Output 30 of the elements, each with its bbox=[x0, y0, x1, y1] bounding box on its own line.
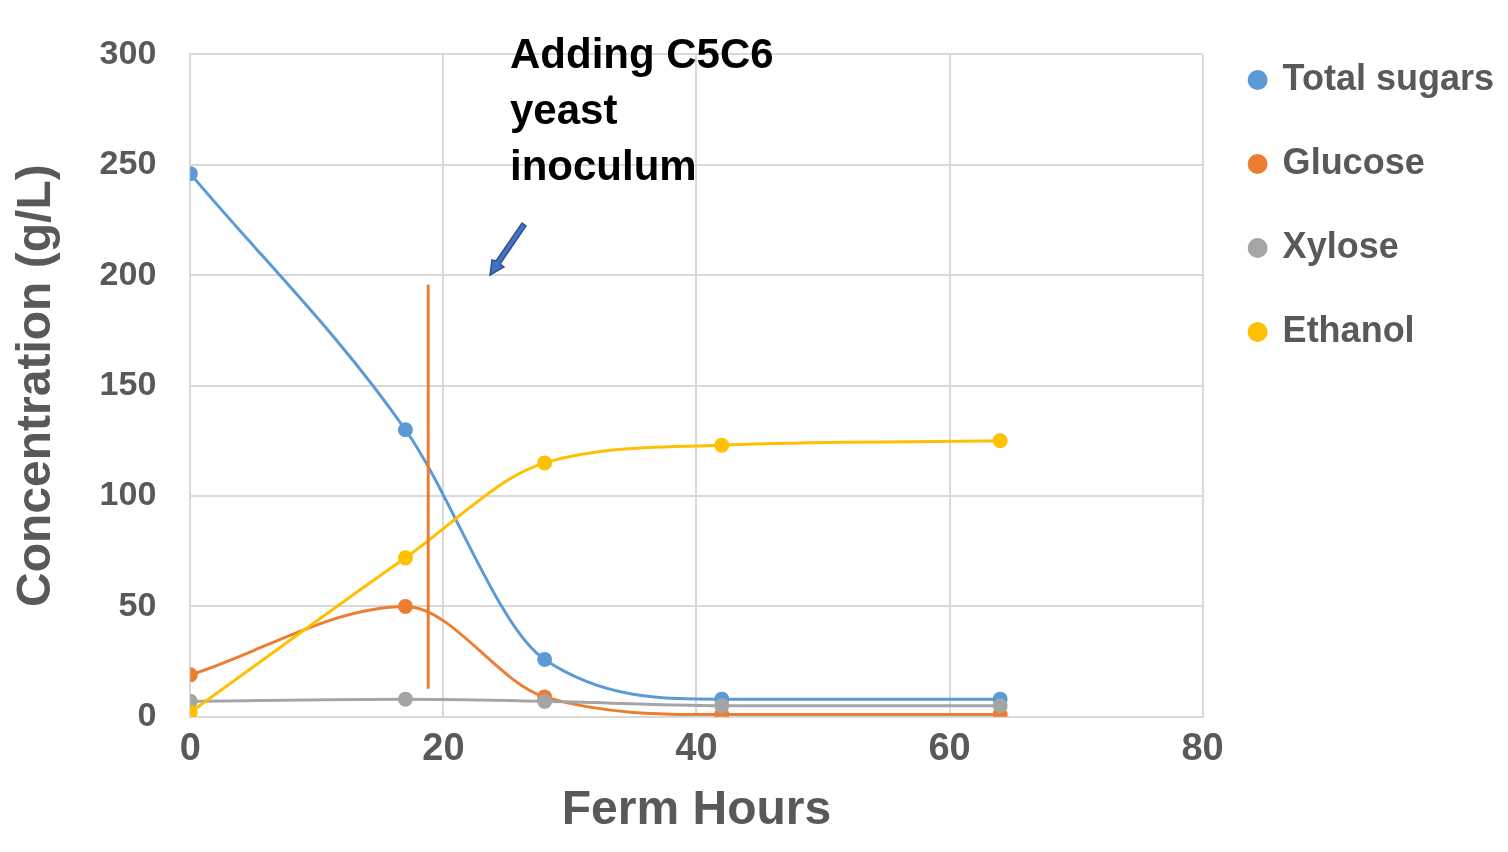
point bbox=[397, 691, 413, 707]
point bbox=[992, 433, 1008, 449]
annotation: Adding C5C6 yeast inoculum bbox=[510, 29, 775, 191]
legend-label: Glucose bbox=[1282, 140, 1425, 182]
point bbox=[537, 455, 553, 471]
point bbox=[714, 437, 730, 453]
y-tick-label: 100 bbox=[99, 474, 157, 513]
point bbox=[714, 698, 730, 714]
x-tick-label: 60 bbox=[928, 726, 971, 769]
y-tick-label: 200 bbox=[99, 253, 157, 292]
y-tick-label: 0 bbox=[137, 695, 157, 734]
x-tick-label: 0 bbox=[179, 726, 201, 769]
point bbox=[397, 598, 413, 614]
x-tick-label: 20 bbox=[422, 726, 465, 769]
y-tick-label: 300 bbox=[99, 32, 157, 71]
legend-label: Xylose bbox=[1282, 224, 1399, 266]
x-tick-label: 40 bbox=[675, 726, 718, 769]
y-tick-label: 50 bbox=[118, 584, 157, 623]
point bbox=[537, 693, 553, 709]
point bbox=[537, 651, 553, 667]
legend-label: Total sugars bbox=[1282, 56, 1495, 98]
y-tick-label: 150 bbox=[99, 363, 157, 402]
x-axis-title: Ferm Hours bbox=[561, 781, 832, 835]
y-axis-title: Concentration (g/L) bbox=[7, 164, 61, 607]
x-tick-label: 80 bbox=[1181, 726, 1224, 769]
legend-label: Ethanol bbox=[1282, 308, 1415, 350]
point bbox=[397, 550, 413, 566]
point bbox=[992, 698, 1008, 714]
point bbox=[397, 422, 413, 438]
y-tick-label: 250 bbox=[99, 143, 157, 182]
